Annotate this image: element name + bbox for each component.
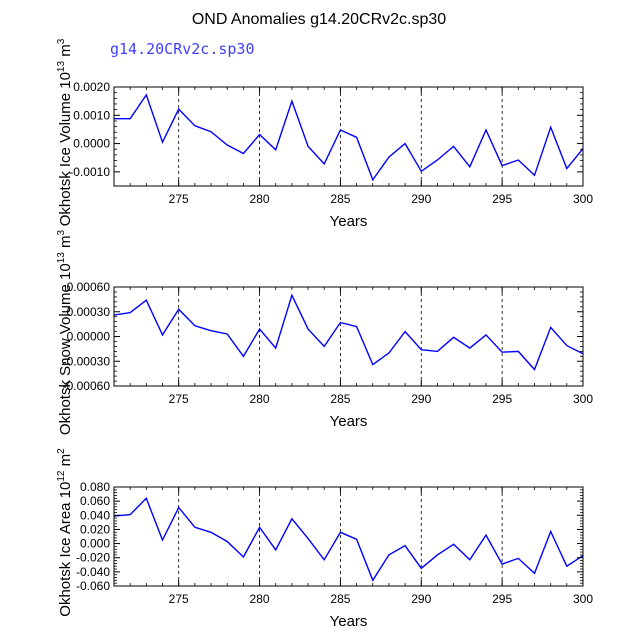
y-tick-label: 0.020 bbox=[80, 522, 110, 536]
x-tick-label: 295 bbox=[492, 592, 512, 606]
chart-panel-1: 275 280 285 290 295 300 -0.0010 0.0000 0.0010 0.0… bbox=[56, 38, 593, 230]
x-tick-label: 300 bbox=[573, 192, 593, 206]
x-tick-label: 285 bbox=[330, 592, 350, 606]
x-axis-label: Years bbox=[330, 213, 368, 230]
y-axis-label: Okhotsk Ice Area 1012 m2 bbox=[56, 448, 74, 617]
y-tick-label: 0.0020 bbox=[73, 80, 110, 94]
y-tick-label: -0.00030 bbox=[63, 354, 111, 368]
y-tick-label: 0.0010 bbox=[73, 108, 110, 122]
x-axis-label: Years bbox=[330, 413, 368, 430]
y-tick-label: 0.060 bbox=[80, 494, 110, 508]
x-tick-label: 275 bbox=[169, 192, 189, 206]
x-tick-label: 290 bbox=[411, 192, 431, 206]
y-tick-label: 0.0000 bbox=[73, 137, 110, 151]
y-tick-label: 0.080 bbox=[80, 480, 110, 494]
x-tick-label: 275 bbox=[169, 392, 189, 406]
y-tick-label: 0.00000 bbox=[67, 330, 111, 344]
x-tick-label: 300 bbox=[573, 392, 593, 406]
y-tick-label: -0.040 bbox=[76, 565, 110, 579]
x-tick-label: 275 bbox=[169, 592, 189, 606]
x-tick-label: 290 bbox=[411, 392, 431, 406]
figure-subtitle: g14.20CRv2c.sp30 bbox=[110, 40, 255, 58]
x-tick-label: 300 bbox=[573, 592, 593, 606]
y-tick-label: 0.040 bbox=[80, 508, 110, 522]
y-axis-label: Okhotsk Ice Volume 1013 m3 bbox=[56, 38, 74, 226]
x-tick-label: 285 bbox=[330, 192, 350, 206]
y-tick-label: -0.00060 bbox=[63, 379, 111, 393]
y-tick-label: 0.00060 bbox=[67, 280, 111, 294]
y-tick-label: -0.060 bbox=[76, 579, 110, 593]
y-tick-label: -0.0010 bbox=[69, 165, 110, 179]
series-line bbox=[114, 93, 584, 182]
x-tick-label: 285 bbox=[330, 392, 350, 406]
series-line bbox=[113, 497, 584, 582]
series-line bbox=[113, 293, 584, 371]
x-tick-label: 295 bbox=[492, 392, 512, 406]
panels: 275 280 285 290 295 300 -0.0010 0.0000 0.0010 0.0… bbox=[56, 38, 593, 630]
y-tick-label: 0.00030 bbox=[67, 305, 111, 319]
x-tick-label: 280 bbox=[250, 192, 270, 206]
x-tick-label: 295 bbox=[492, 192, 512, 206]
plot-frame bbox=[113, 86, 584, 187]
y-tick-label: -0.020 bbox=[76, 551, 110, 565]
x-axis-label: Years bbox=[330, 613, 368, 630]
y-tick-label: 0.000 bbox=[80, 537, 110, 551]
x-tick-label: 290 bbox=[411, 592, 431, 606]
plot-frame bbox=[113, 486, 584, 587]
chart-panel-2: 275 280 285 290 295 300 -0.00060 -0.00030 0.0000… bbox=[56, 230, 593, 436]
y-axis-label: Okhotsk Snow Volume 1013 m3 bbox=[56, 230, 74, 436]
figure-title: OND Anomalies g14.20CRv2c.sp30 bbox=[192, 11, 446, 28]
x-tick-label: 280 bbox=[250, 392, 270, 406]
x-tick-label: 280 bbox=[250, 592, 270, 606]
chart-panel-3: 275 280 285 290 295 300 -0.060-0.040-0.0200.00… bbox=[56, 448, 593, 630]
plot-frame bbox=[113, 286, 584, 387]
